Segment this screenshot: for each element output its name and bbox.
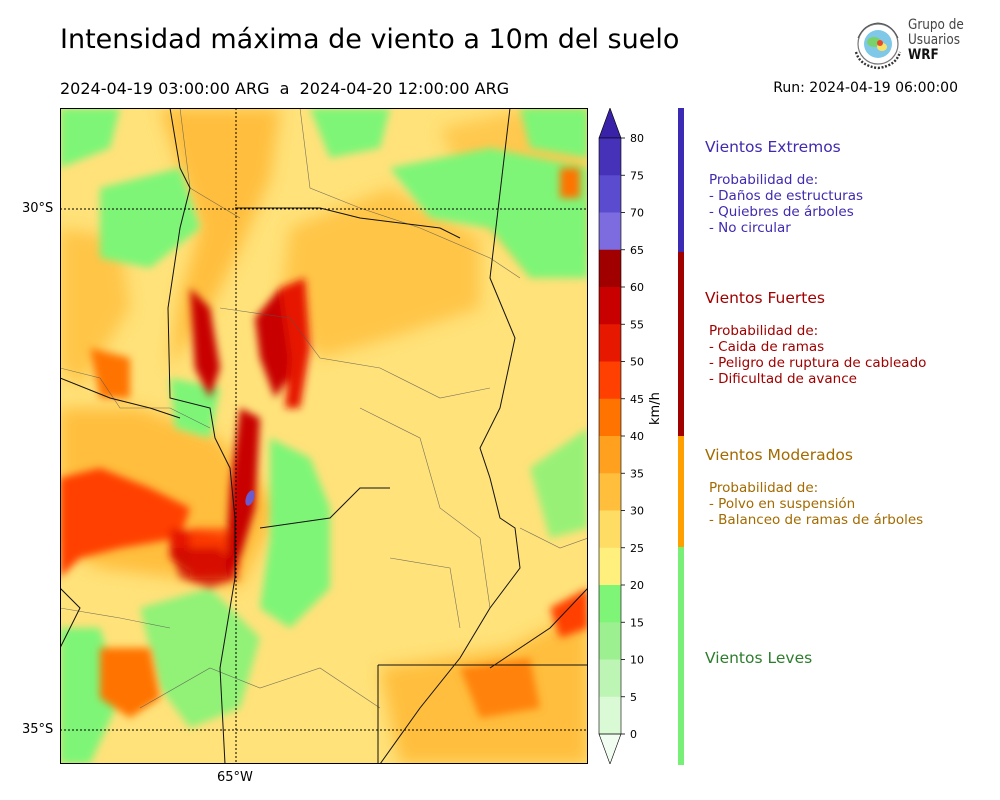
lat-label-35s: 35°S <box>22 722 54 737</box>
category-line: - Caida de ramas <box>709 339 825 355</box>
globe-icon <box>854 22 902 70</box>
colorbar-swatch <box>599 324 621 362</box>
department-borders <box>60 108 588 709</box>
colorbar-tick-label: 10 <box>630 654 644 667</box>
lat-label-30s: 30°S <box>22 201 54 216</box>
extreme-wind-spot <box>245 490 255 506</box>
colorbar-swatch <box>599 249 621 288</box>
category-line: - Polvo en suspensión <box>709 496 856 512</box>
colorbar-extend-max <box>598 107 622 139</box>
colorbar-swatch <box>599 398 621 437</box>
colorbar-tick-label: 40 <box>630 430 644 443</box>
colorbar-tick-label: 35 <box>630 467 644 480</box>
category-title: Vientos Fuertes <box>705 289 825 307</box>
category-line: Probabilidad de: <box>709 172 819 188</box>
category-block: Vientos Leves <box>705 649 812 683</box>
colorbar-swatch <box>599 287 621 325</box>
category-bar <box>678 436 684 547</box>
colorbar-swatch <box>599 659 621 698</box>
forecast-period: 2024-04-19 03:00:00 ARG a 2024-04-20 12:… <box>60 79 510 98</box>
category-line: - No circular <box>709 220 791 236</box>
wind-map <box>60 108 588 764</box>
colorbar-tick-label: 30 <box>630 505 644 518</box>
colorbar-tick-label: 65 <box>630 244 644 257</box>
colorbar-swatch <box>599 622 621 660</box>
colorbar-swatch <box>599 175 621 213</box>
strong-wind-areas <box>60 168 588 718</box>
colorbar-swatch <box>599 212 621 251</box>
colorbar-tick-label: 15 <box>630 616 644 629</box>
colorbar-tick-label: 70 <box>630 207 644 220</box>
colorbar-swatch <box>599 510 621 549</box>
lon-label-65w: 65°W <box>217 770 253 785</box>
colorbar-tick-label: 75 <box>630 169 644 182</box>
logo-text: Grupo de Usuarios WRF <box>908 17 964 63</box>
map-title: Intensidad máxima de viento a 10m del su… <box>60 24 680 55</box>
category-line: Probabilidad de: <box>709 323 819 339</box>
colorbar-tick-label: 50 <box>630 356 644 369</box>
logo: Grupo de Usuarios WRF <box>850 18 980 72</box>
colorbar-unit: km/h <box>648 392 663 425</box>
category-line: - Daños de estructuras <box>709 188 864 204</box>
category-block: Vientos Fuertes Probabilidad de: - Caida d… <box>705 289 926 387</box>
model-run: Run: 2024-04-19 06:00:00 <box>773 80 958 96</box>
colorbar-tick-label: 60 <box>630 281 644 294</box>
category-bar <box>678 252 684 436</box>
colorbar-swatch <box>599 473 621 511</box>
category-title: Vientos Extremos <box>705 138 841 156</box>
colorbar: 0 5 10 15 20 25 30 35 40 45 50 55 60 65 70 75 80 <box>598 107 648 765</box>
colorbar-tick-label: 55 <box>630 318 644 331</box>
colorbar-swatch <box>599 436 621 474</box>
colorbar-tick-label: 25 <box>630 542 644 555</box>
colorbar-swatch <box>599 696 621 735</box>
map-frame <box>60 108 588 764</box>
category-block: Vientos Extremos Probabilidad de: - Daños … <box>705 138 863 236</box>
colorbar-tick-label: 80 <box>630 132 644 145</box>
category-bar <box>678 547 684 765</box>
category-title: Vientos Moderados <box>705 446 853 464</box>
category-line: - Balanceo de ramas de árboles <box>709 512 924 528</box>
colorbar-swatch <box>599 138 621 176</box>
category-line: - Peligro de ruptura de cableado <box>709 355 927 371</box>
category-line: - Dificultad de avance <box>709 371 857 387</box>
colorbar-tick-label: 20 <box>630 579 644 592</box>
category-title: Vientos Leves <box>705 649 813 667</box>
colorbar-swatch <box>599 547 621 586</box>
colorbar-extend-min <box>598 733 622 765</box>
province-borders <box>60 108 588 764</box>
colorbar-tick-label: 5 <box>630 691 637 704</box>
colorbar-tick-label: 45 <box>630 393 644 406</box>
colorbar-tick-label: 0 <box>630 728 637 741</box>
category-line: - Quiebres de árboles <box>709 204 854 220</box>
category-line: Probabilidad de: <box>709 480 819 496</box>
category-bar <box>678 108 684 252</box>
colorbar-swatch <box>599 361 621 400</box>
colorbar-swatch <box>599 585 621 623</box>
category-block: Vientos Moderados Probabilidad de: - Polvo… <box>705 446 923 528</box>
